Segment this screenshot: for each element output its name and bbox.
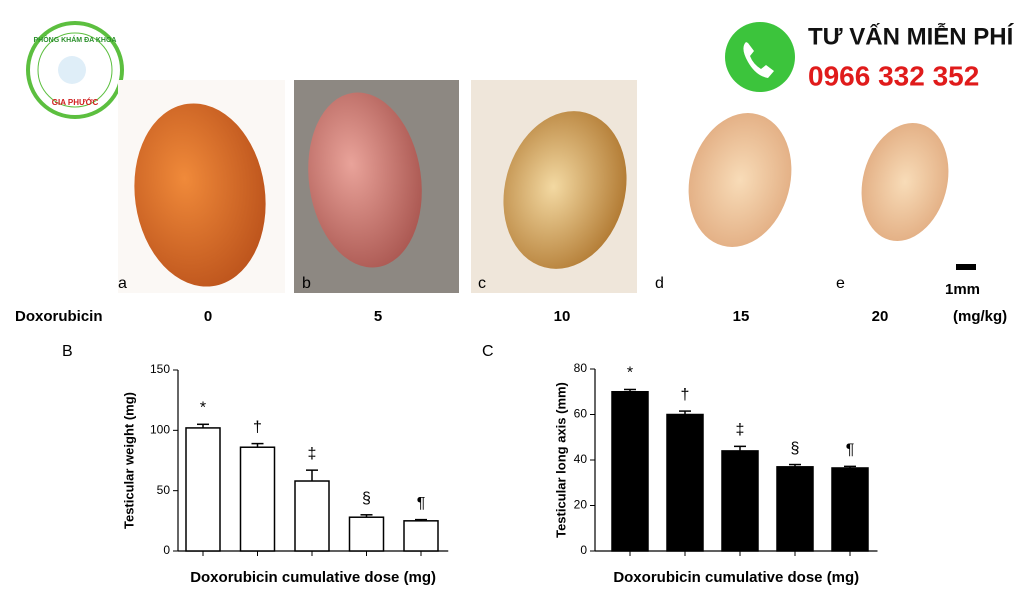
- dose: 15: [733, 308, 750, 325]
- banner-phone[interactable]: 0966 332 352: [808, 60, 979, 91]
- dose: 20: [872, 308, 889, 325]
- y-tick-label: 0: [580, 543, 587, 557]
- bar: [294, 480, 330, 552]
- annotation: *: [627, 365, 633, 382]
- annotation: ‡: [736, 422, 745, 439]
- banner[interactable]: TƯ VẤN MIỄN PHÍ 0966 332 352: [725, 21, 1015, 92]
- bar: [831, 467, 869, 552]
- panel-letter: b: [302, 275, 311, 292]
- y-tick-label: 20: [574, 498, 588, 512]
- annotation: ‡: [308, 445, 317, 462]
- testis: [688, 113, 792, 247]
- panel-letter: d: [655, 275, 664, 292]
- x-axis-title: Doxorubicin cumulative dose (mg): [190, 569, 436, 586]
- x-axis-title: Doxorubicin cumulative dose (mg): [613, 569, 859, 586]
- scale-label: 1mm: [945, 281, 980, 298]
- testis: [503, 111, 627, 269]
- y-tick-label: 80: [574, 361, 588, 375]
- y-tick-label: 150: [150, 362, 170, 376]
- testis: [861, 123, 949, 241]
- bar: [348, 516, 385, 552]
- y-axis-title: Testicular long axis (mm): [553, 382, 568, 538]
- photo-panels: a b c d e 1mm Doxorubicin 0 5 10 15 20 (…: [15, 80, 1007, 325]
- row-label: Doxorubicin: [15, 308, 103, 325]
- scale-bar: [956, 264, 976, 270]
- testis: [308, 92, 422, 268]
- y-tick-label: 60: [574, 407, 588, 421]
- panel-label: B: [62, 343, 73, 360]
- y-tick-label: 40: [574, 452, 588, 466]
- bar: [185, 427, 221, 552]
- dose-unit: (mg/kg): [953, 308, 1007, 325]
- panel-letter: c: [478, 275, 486, 292]
- bar: [721, 450, 759, 552]
- y-tick-label: 50: [157, 483, 171, 497]
- y-tick-label: 100: [150, 423, 170, 437]
- banner-title: TƯ VẤN MIỄN PHÍ: [808, 21, 1015, 50]
- logo-top-text: PHÒNG KHÁM ĐA KHOA: [34, 35, 117, 44]
- bar: [666, 413, 704, 552]
- panel-letter: e: [836, 275, 845, 292]
- annotation: †: [253, 419, 262, 436]
- annotation: §: [791, 440, 800, 457]
- bar: [611, 391, 649, 552]
- bar: [776, 466, 814, 552]
- dose: 5: [374, 308, 382, 325]
- annotation: ¶: [417, 495, 426, 512]
- bar: [239, 446, 276, 552]
- panel-letter: a: [118, 275, 127, 292]
- annotation: *: [200, 400, 206, 417]
- logo: PHÒNG KHÁM ĐA KHOA GIA PHƯỚC: [26, 21, 124, 119]
- logo-bottom-text: GIA PHƯỚC: [52, 98, 99, 107]
- annotation: †: [681, 386, 690, 403]
- testis: [134, 103, 266, 287]
- y-tick-label: 0: [163, 543, 170, 557]
- bar: [403, 520, 439, 552]
- annotation: §: [362, 490, 371, 507]
- dose: 10: [554, 308, 571, 325]
- panel-label: C: [482, 343, 494, 360]
- annotation: ¶: [846, 442, 855, 459]
- y-axis-title: Testicular weight (mg): [121, 392, 136, 529]
- dose: 0: [204, 308, 212, 325]
